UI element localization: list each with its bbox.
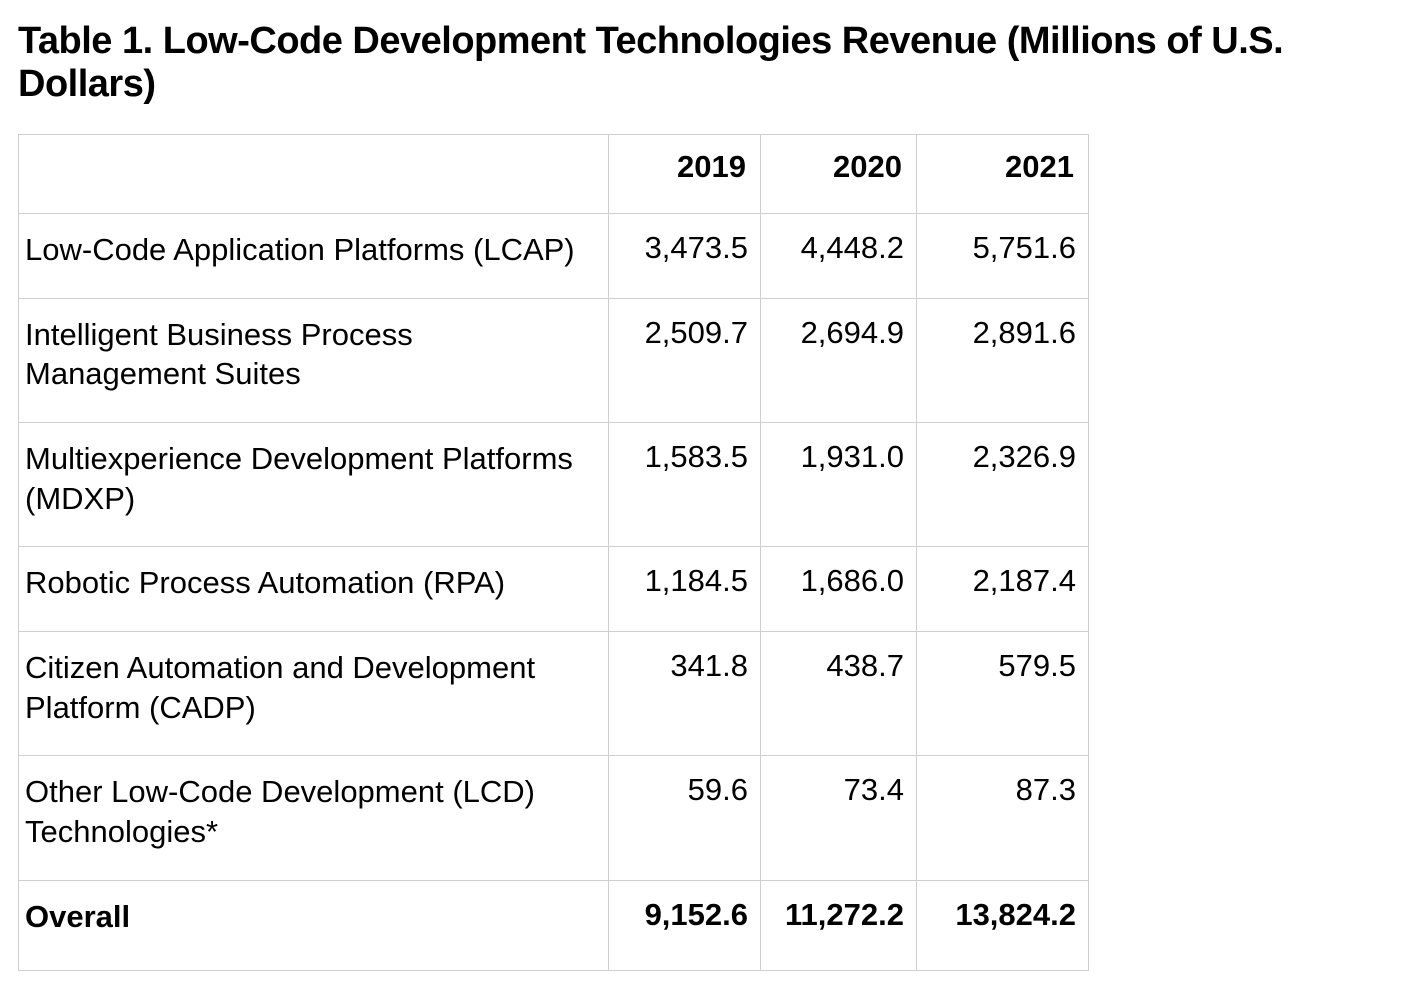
cell-value: 438.7 [761, 632, 917, 756]
revenue-table: 2019 2020 2021 Low-Code Application Plat… [18, 134, 1089, 971]
row-label: Multiexperience Development Platforms (M… [19, 423, 609, 547]
table-row: Robotic Process Automation (RPA) 1,184.5… [19, 547, 1089, 632]
cell-value: 2,326.9 [917, 423, 1089, 547]
cell-value: 5,751.6 [917, 214, 1089, 299]
cell-value: 59.6 [609, 756, 761, 880]
cell-value-overall: 13,824.2 [917, 880, 1089, 971]
row-label: Intelligent Business Process Management … [19, 298, 609, 422]
row-label: Robotic Process Automation (RPA) [19, 547, 609, 632]
row-label: Citizen Automation and Development Platf… [19, 632, 609, 756]
row-label: Other Low-Code Development (LCD) Technol… [19, 756, 609, 880]
col-header-label [19, 135, 609, 214]
table-title: Table 1. Low-Code Development Technologi… [18, 20, 1392, 106]
cell-value: 87.3 [917, 756, 1089, 880]
row-label-overall: Overall [19, 880, 609, 971]
table-row: Low-Code Application Platforms (LCAP) 3,… [19, 214, 1089, 299]
cell-value: 3,473.5 [609, 214, 761, 299]
table-header-row: 2019 2020 2021 [19, 135, 1089, 214]
col-header-2019: 2019 [609, 135, 761, 214]
col-header-2020: 2020 [761, 135, 917, 214]
cell-value: 2,187.4 [917, 547, 1089, 632]
table-row-overall: Overall 9,152.6 11,272.2 13,824.2 [19, 880, 1089, 971]
cell-value: 579.5 [917, 632, 1089, 756]
cell-value: 2,509.7 [609, 298, 761, 422]
cell-value-overall: 11,272.2 [761, 880, 917, 971]
cell-value: 2,891.6 [917, 298, 1089, 422]
table-row: Multiexperience Development Platforms (M… [19, 423, 1089, 547]
row-label: Low-Code Application Platforms (LCAP) [19, 214, 609, 299]
cell-value: 1,931.0 [761, 423, 917, 547]
cell-value: 341.8 [609, 632, 761, 756]
cell-value: 73.4 [761, 756, 917, 880]
col-header-2021: 2021 [917, 135, 1089, 214]
cell-value: 4,448.2 [761, 214, 917, 299]
table-row: Citizen Automation and Development Platf… [19, 632, 1089, 756]
cell-value: 1,184.5 [609, 547, 761, 632]
table-row: Intelligent Business Process Management … [19, 298, 1089, 422]
cell-value: 1,583.5 [609, 423, 761, 547]
table-row: Other Low-Code Development (LCD) Technol… [19, 756, 1089, 880]
cell-value-overall: 9,152.6 [609, 880, 761, 971]
cell-value: 2,694.9 [761, 298, 917, 422]
cell-value: 1,686.0 [761, 547, 917, 632]
